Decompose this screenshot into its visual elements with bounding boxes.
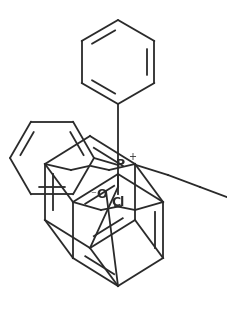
Text: O: O [97, 188, 107, 202]
Text: P: P [116, 159, 125, 171]
Text: Cl: Cl [111, 196, 125, 208]
Text: +: + [128, 152, 136, 162]
Text: ⁻: ⁻ [90, 190, 96, 200]
